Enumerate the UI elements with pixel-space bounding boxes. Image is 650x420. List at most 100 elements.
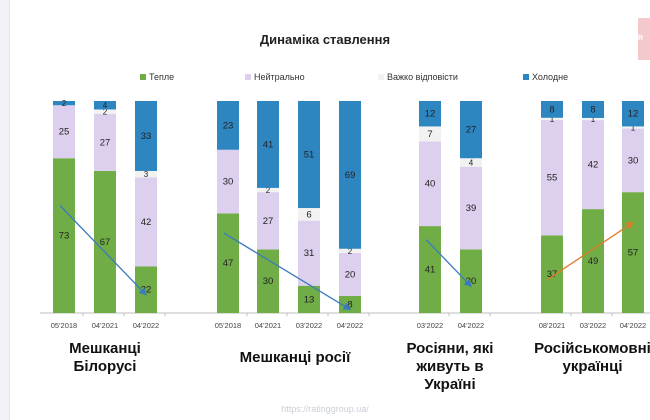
bar-segment-cold bbox=[339, 101, 361, 249]
bar-value-label: 12 bbox=[628, 109, 639, 120]
x-tick-label: 04'2021 bbox=[255, 321, 281, 330]
bar-value-label: 2 bbox=[62, 99, 67, 108]
bar-segment-cold bbox=[419, 101, 441, 127]
bar-segment-cold bbox=[53, 101, 75, 106]
bar-value-label: 67 bbox=[100, 237, 111, 248]
bar-segment-hard-to-say bbox=[135, 170, 157, 178]
left-sidebar-strip bbox=[0, 0, 10, 420]
bar-segment-hard-to-say bbox=[419, 126, 441, 142]
trend-arrow bbox=[547, 221, 635, 280]
bar-segment-cold bbox=[135, 101, 157, 171]
bar-value-label: 25 bbox=[59, 127, 70, 138]
bar-value-label: 12 bbox=[425, 109, 436, 120]
bar-segment-neutral bbox=[298, 220, 320, 286]
bar-segment-hard-to-say bbox=[339, 248, 361, 254]
bar-value-label: 31 bbox=[304, 248, 315, 259]
trend-arrow bbox=[223, 232, 352, 311]
x-tick-label: 04'2022 bbox=[620, 321, 646, 330]
bar-value-label: 30 bbox=[223, 177, 234, 188]
bar-value-label: 1 bbox=[631, 124, 636, 133]
bar-segment-hard-to-say bbox=[622, 126, 644, 129]
legend-label: Холодне bbox=[532, 72, 569, 82]
bar-segment-neutral bbox=[217, 149, 239, 214]
bar-segment-neutral bbox=[94, 113, 116, 171]
bar-value-label: 8 bbox=[590, 104, 595, 115]
bar-segment-neutral bbox=[419, 141, 441, 227]
bar-value-label: 41 bbox=[425, 265, 436, 276]
bar-value-label: 4 bbox=[469, 158, 474, 167]
x-tick-label: 05'2018 bbox=[215, 321, 241, 330]
bar-segment-warm bbox=[53, 158, 75, 313]
legend-swatch bbox=[523, 74, 529, 80]
rating-logo: R bbox=[638, 18, 650, 60]
bar-value-label: 20 bbox=[345, 269, 356, 280]
legend-swatch bbox=[140, 74, 146, 80]
bar-value-label: 2 bbox=[266, 186, 271, 195]
bar-value-label: 69 bbox=[345, 170, 356, 181]
bar-value-label: 23 bbox=[223, 120, 234, 131]
bar-segment-warm bbox=[298, 285, 320, 313]
bar-segment-warm bbox=[94, 170, 116, 313]
x-tick-label: 08'2021 bbox=[539, 321, 565, 330]
bar-segment-neutral bbox=[257, 192, 279, 250]
bar-segment-neutral bbox=[622, 128, 644, 193]
bar-value-label: 49 bbox=[588, 256, 599, 267]
bar-segment-cold bbox=[217, 101, 239, 150]
bar-value-label: 2 bbox=[103, 108, 108, 117]
legend-item-warm: Тепле bbox=[140, 72, 174, 82]
bar-value-label: 30 bbox=[263, 276, 274, 287]
bar-segment-cold bbox=[622, 101, 644, 127]
bar-segment-neutral bbox=[339, 253, 361, 296]
chart-title: Динаміка ставлення bbox=[259, 32, 391, 47]
group-label-russians-in-ukraine: Росіяни, які живуть в Україні bbox=[406, 340, 494, 393]
bar-value-label: 55 bbox=[547, 173, 558, 184]
bar-value-label: 39 bbox=[466, 203, 477, 214]
x-tick-label: 03'2022 bbox=[296, 321, 322, 330]
bar-value-label: 3 bbox=[144, 170, 149, 179]
bar-segment-hard-to-say bbox=[257, 187, 279, 193]
bar-value-label: 8 bbox=[549, 104, 554, 115]
x-tick-label: 04'2022 bbox=[458, 321, 484, 330]
bar-segment-neutral bbox=[582, 120, 604, 210]
bar-segment-cold bbox=[298, 101, 320, 209]
legend-item-cold: Холодне bbox=[523, 72, 568, 82]
bar-value-label: 47 bbox=[223, 258, 234, 269]
bar-segment-neutral bbox=[541, 119, 563, 236]
group-label-russophone-ukrainians: Російськомовні українці bbox=[534, 340, 650, 375]
bar-value-label: 1 bbox=[550, 115, 555, 124]
bar-segment-hard-to-say bbox=[541, 117, 563, 120]
bar-value-label: 30 bbox=[628, 155, 639, 166]
bar-segment-hard-to-say bbox=[298, 208, 320, 221]
legend-swatch bbox=[245, 74, 251, 80]
bar-value-label: 6 bbox=[306, 209, 311, 220]
bar-value-label: 37 bbox=[547, 269, 558, 280]
bar-segment-warm bbox=[419, 226, 441, 313]
bar-segment-cold bbox=[257, 101, 279, 188]
x-tick-label: 03'2022 bbox=[580, 321, 606, 330]
legend-label: Важко відповісти bbox=[387, 72, 458, 82]
bar-segment-cold bbox=[94, 101, 116, 110]
legend-item-hard-to-say: Важко відповісти bbox=[378, 72, 458, 82]
bar-value-label: 13 bbox=[304, 294, 315, 305]
bar-value-label: 27 bbox=[466, 125, 477, 136]
bar-segment-hard-to-say bbox=[582, 117, 604, 121]
bar-value-label: 1 bbox=[591, 115, 596, 124]
bar-value-label: 42 bbox=[588, 160, 599, 171]
legend-label: Нейтрально bbox=[254, 72, 305, 82]
bar-value-label: 27 bbox=[100, 137, 111, 148]
x-tick-label: 04'2022 bbox=[133, 321, 159, 330]
bar-segment-neutral bbox=[460, 166, 482, 250]
trend-arrow bbox=[425, 239, 472, 288]
x-tick-label: 03'2022 bbox=[417, 321, 443, 330]
bar-value-label: 40 bbox=[425, 179, 436, 190]
bar-value-label: 73 bbox=[59, 231, 70, 242]
bar-segment-neutral bbox=[135, 177, 157, 267]
bar-value-label: 42 bbox=[141, 217, 152, 228]
bar-segment-neutral bbox=[53, 105, 75, 159]
bar-value-label: 4 bbox=[103, 101, 108, 110]
x-tick-label: 04'2022 bbox=[337, 321, 363, 330]
bar-segment-cold bbox=[460, 101, 482, 159]
source-url: https://ratinggroup.ua/ bbox=[281, 404, 369, 414]
bar-segment-hard-to-say bbox=[460, 158, 482, 167]
